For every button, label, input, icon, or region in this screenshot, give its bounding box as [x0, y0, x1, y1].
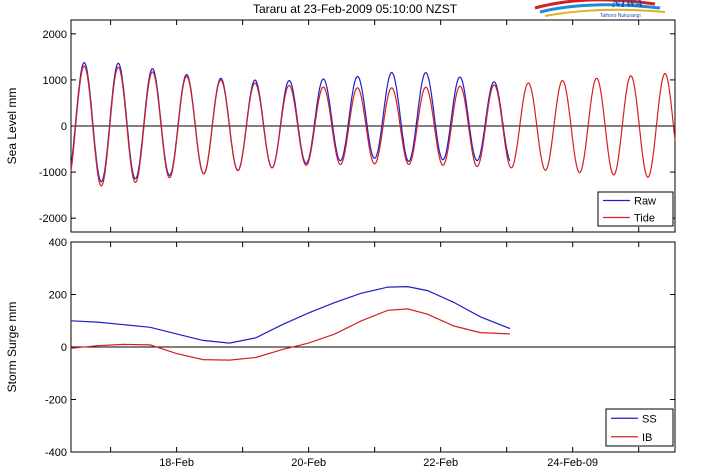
x-tick-label: 24-Feb-09: [547, 457, 598, 469]
y-axis-label: Sea Level mm: [5, 88, 19, 165]
y-tick-label: -2000: [39, 213, 67, 225]
series-ss-line: [70, 285, 511, 344]
x-tick-label: 18-Feb: [159, 457, 194, 469]
legend-label: Tide: [634, 213, 655, 225]
y-tick-label: 1000: [43, 75, 67, 87]
y-tick-label: 200: [49, 290, 67, 302]
logo-text: NIWA: [611, 0, 643, 10]
series-tide-line: [70, 65, 676, 187]
legend-label: Raw: [634, 196, 656, 208]
y-tick-label: -400: [45, 447, 67, 459]
y-tick-label: -1000: [39, 167, 67, 179]
x-tick-label: 20-Feb: [291, 457, 326, 469]
logo-tagline: Taihoro Nukurangi: [600, 13, 641, 19]
legend-label: IB: [642, 432, 652, 444]
storm-surge-panel: -400 -200 0 200 400 18-Feb 20-Feb 22-Feb 24-Feb-…: [5, 237, 676, 469]
chart-title: Tararu at 23-Feb-2009 05:10:00 NZST: [252, 2, 458, 16]
y-tick-label: 400: [49, 237, 67, 249]
y-tick-label: 0: [61, 342, 67, 354]
legend: SS IB: [605, 408, 674, 447]
legend-box: [597, 191, 674, 227]
x-tick-label: 22-Feb: [423, 457, 458, 469]
legend: Raw Tide: [597, 191, 674, 227]
y-axis-label: Storm Surge mm: [5, 302, 19, 393]
y-tick-label: -200: [45, 395, 67, 407]
legend-box: [605, 408, 674, 447]
series-ib-line: [70, 308, 511, 361]
legend-label: SS: [642, 413, 657, 425]
sea-level-panel: -2000 -1000 0 1000 2000 Sea Level mm Raw Tide: [5, 19, 676, 233]
niwa-logo: NIWA Taihoro Nukurangi: [534, 0, 666, 19]
y-tick-label: 0: [61, 121, 67, 133]
y-tick-label: 2000: [43, 29, 67, 41]
